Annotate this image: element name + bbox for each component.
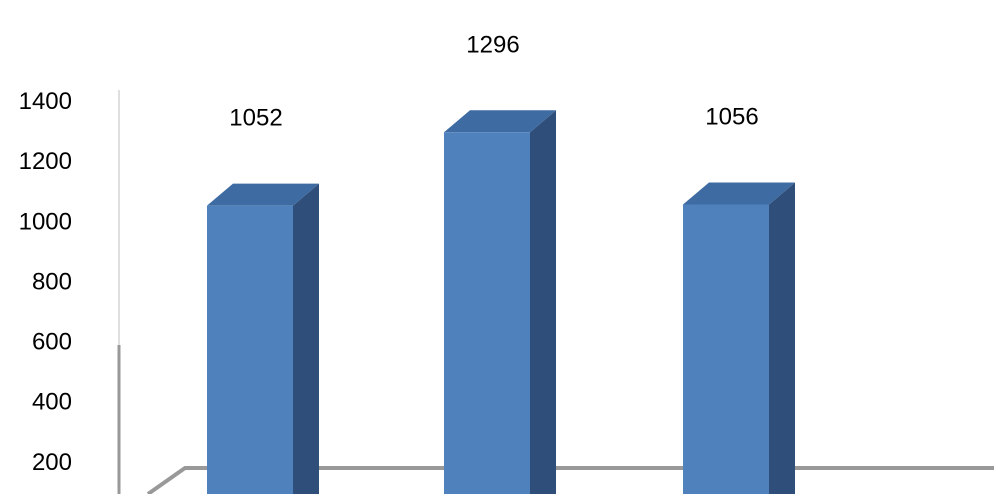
y-tick-label-600: 600 [32, 329, 72, 356]
bar-front-2 [444, 132, 530, 494]
bar-top-3 [683, 182, 795, 205]
y-tick-label-400: 400 [32, 389, 72, 416]
data-labels: 1052 1296 1056 [229, 31, 758, 131]
data-label-3: 1056 [705, 103, 758, 130]
y-tick-label-1200: 1200 [19, 148, 72, 175]
bar-front-1 [207, 205, 293, 494]
y-tick-label-1400: 1400 [19, 88, 72, 115]
bar-top-2 [444, 110, 556, 133]
y-tick-label-200: 200 [32, 449, 72, 476]
y-tick-label-1000: 1000 [19, 208, 72, 235]
bars-layer [207, 110, 795, 494]
y-tick-label-800: 800 [32, 268, 72, 295]
bar-2 [444, 110, 556, 494]
data-label-2: 1296 [466, 31, 519, 58]
bar-1 [207, 183, 319, 494]
bar-side-1 [293, 183, 319, 494]
bar-top-1 [207, 183, 319, 206]
data-label-1: 1052 [229, 105, 282, 132]
bar-side-3 [769, 182, 795, 494]
bar-side-2 [530, 110, 556, 494]
bar-3 [683, 182, 795, 494]
y-axis-ticks: 200 400 600 800 1000 1200 1400 [19, 88, 72, 476]
bar-front-3 [683, 204, 769, 494]
